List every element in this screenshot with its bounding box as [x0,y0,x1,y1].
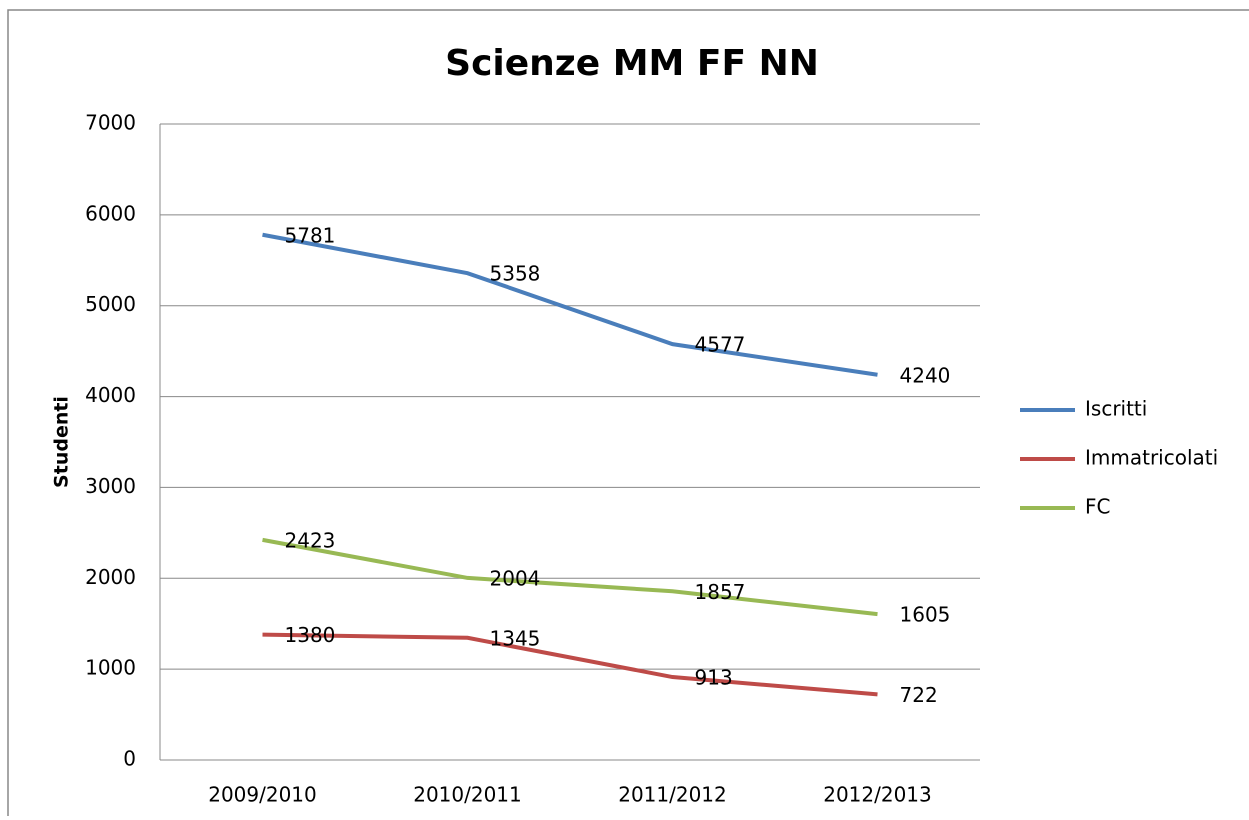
data-label: 5358 [490,262,541,286]
y-axis-label: Studenti [51,396,73,488]
y-tick-label: 0 [123,747,136,771]
data-label: 5781 [285,223,336,247]
y-tick-label: 2000 [85,565,136,589]
data-label: 913 [695,666,733,690]
y-tick-label: 1000 [85,656,136,680]
legend-label: FC [1085,495,1110,519]
data-label: 1380 [285,623,336,647]
legend-label: Iscritti [1085,397,1147,421]
data-label: 4577 [695,333,746,357]
y-tick-label: 6000 [85,201,136,225]
data-label: 2423 [285,528,336,552]
y-tick-label: 5000 [85,292,136,316]
chart-frame [7,9,1249,820]
data-label: 1857 [695,580,746,604]
y-tick-label: 4000 [85,383,136,407]
data-label: 722 [900,683,938,707]
x-tick-label: 2009/2010 [208,783,317,807]
data-label: 2004 [490,566,541,590]
line-series [262,232,878,377]
x-tick-label: 2010/2011 [413,783,522,807]
chart-title: Scienze MM FF NN [445,43,819,84]
x-tick-label: 2011/2012 [618,783,727,807]
y-tick-label: 3000 [85,474,136,498]
data-label: 1605 [900,603,951,627]
line-series [262,632,878,697]
x-tick-label: 2012/2013 [823,783,932,807]
data-label: 4240 [900,363,951,387]
legend-label: Immatricolati [1085,446,1218,470]
line-series [262,537,878,617]
y-tick-label: 7000 [85,111,136,135]
data-label: 1345 [490,626,541,650]
